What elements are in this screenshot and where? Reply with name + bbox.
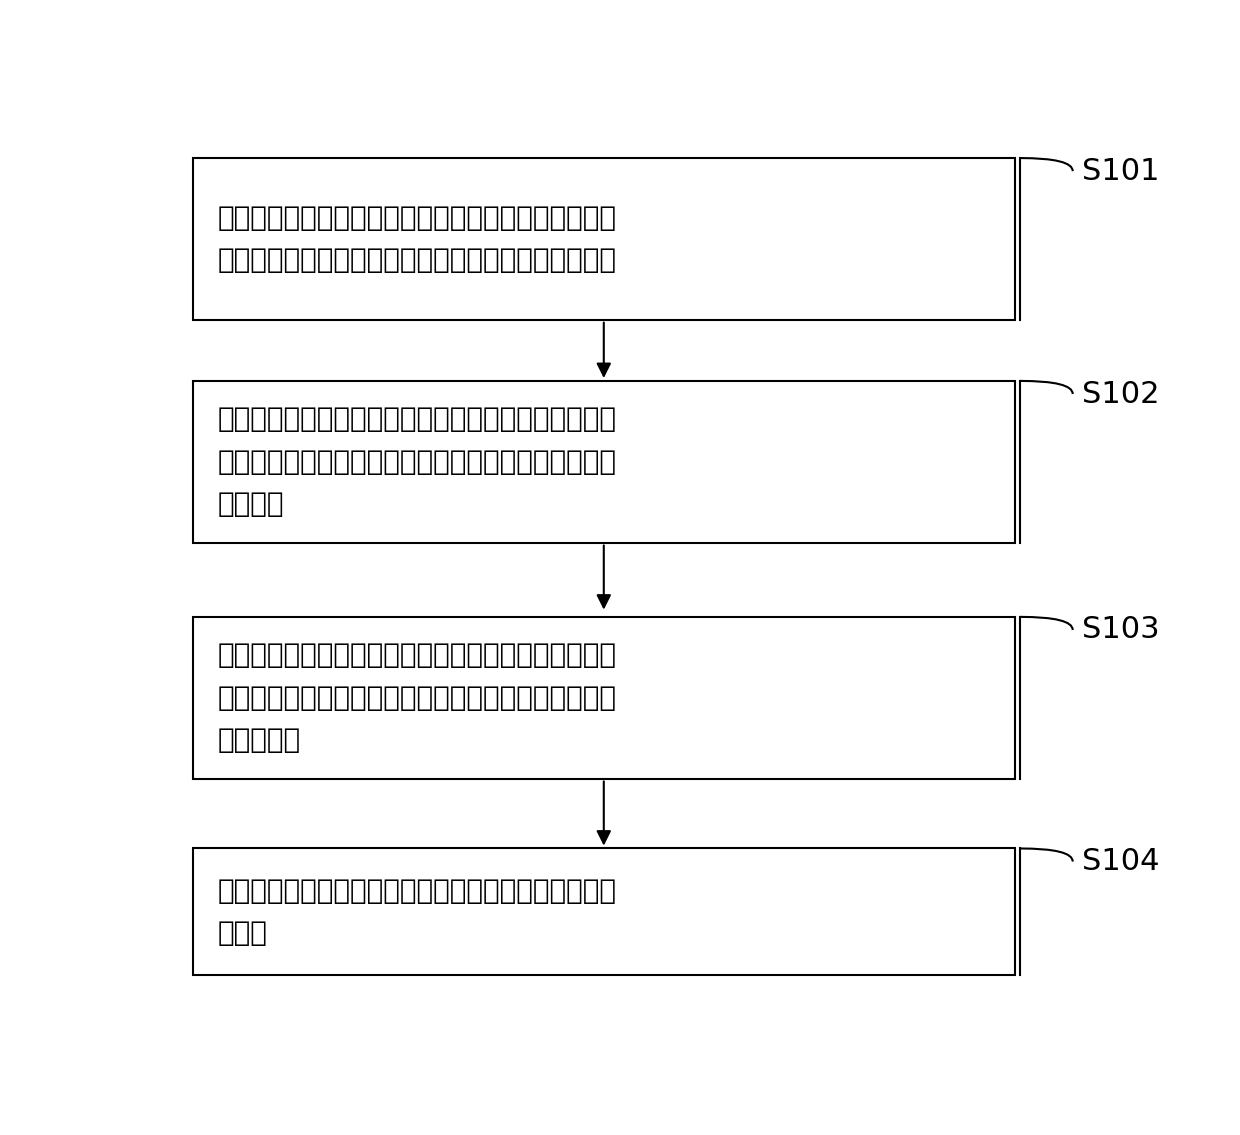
Text: S101: S101 <box>1083 157 1159 186</box>
Text: 将焦炭和石灰按照设定的配比量分别通过加料机加到称
重料斗，选择单称模式或双称模式对称重料斗进行称重: 将焦炭和石灰按照设定的配比量分别通过加料机加到称 重料斗，选择单称模式或双称模式… <box>217 204 616 274</box>
FancyBboxPatch shape <box>193 849 1016 975</box>
FancyBboxPatch shape <box>193 617 1016 779</box>
FancyBboxPatch shape <box>193 381 1016 543</box>
Text: 在小皮带将混合料输送至环形加料机后，选择自动模式
或手动模式对待加入混合料的电石炉料仓进行排队，生
成候选队列: 在小皮带将混合料输送至环形加料机后，选择自动模式 或手动模式对待加入混合料的电石… <box>217 641 616 754</box>
Text: 根据生成的候选队列，将混合料自动加入到对应的电石
炉料仓: 根据生成的候选队列，将混合料自动加入到对应的电石 炉料仓 <box>217 876 616 947</box>
Text: S104: S104 <box>1083 847 1159 876</box>
Text: S102: S102 <box>1083 379 1159 409</box>
Text: 在卸料机将称重后的焦炭和石灰卸到长斜皮带后，选择
自动模式或手动模式控制长斜皮带上的混合料输送至对
应的炉内: 在卸料机将称重后的焦炭和石灰卸到长斜皮带后，选择 自动模式或手动模式控制长斜皮带… <box>217 405 616 518</box>
FancyBboxPatch shape <box>193 158 1016 320</box>
Text: S103: S103 <box>1083 615 1159 645</box>
